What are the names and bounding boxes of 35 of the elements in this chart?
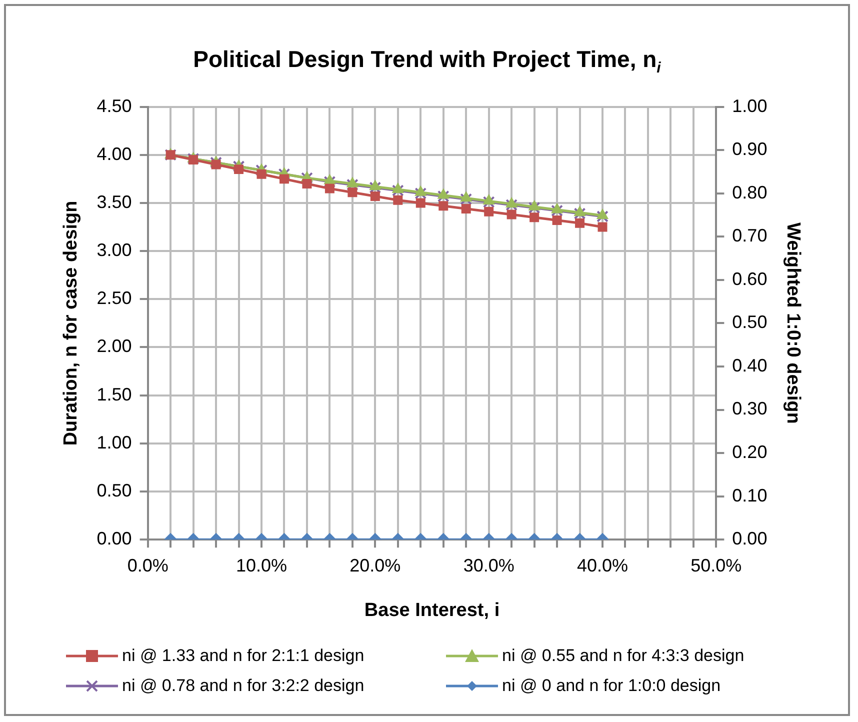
x-tick-label: 0.0% bbox=[127, 555, 168, 576]
y2-axis-title: Weighted 1:0:0 design bbox=[782, 222, 804, 424]
y-tick-label: 1.00 bbox=[96, 432, 132, 452]
y-tick-label: 2.50 bbox=[96, 288, 132, 308]
x-tick-label: 30.0% bbox=[463, 555, 514, 576]
y2-tick-label: 0.90 bbox=[732, 139, 768, 160]
y-tick-label: 2.00 bbox=[96, 336, 132, 356]
y2-tick-label: 0.60 bbox=[732, 268, 768, 289]
y2-tick-label: 0.10 bbox=[732, 485, 768, 506]
legend-label: ni @ 1.33 and n for 2:1:1 design bbox=[122, 646, 364, 666]
y2-tick-label: 0.30 bbox=[732, 398, 768, 419]
x-tick-label: 20.0% bbox=[350, 555, 401, 576]
legend-label: ni @ 0 and n for 1:0:0 design bbox=[502, 676, 721, 696]
y-tick-label: 3.00 bbox=[96, 240, 132, 260]
y-tick-label: 1.50 bbox=[96, 384, 132, 404]
y-tick-label: 0.50 bbox=[96, 480, 132, 500]
x-tick-label: 50.0% bbox=[690, 555, 742, 576]
y-tick-label: 0.00 bbox=[96, 528, 132, 549]
y2-tick-label: 1.00 bbox=[732, 96, 768, 116]
x-tick-label: 10.0% bbox=[236, 555, 288, 576]
y-tick-label: 4.00 bbox=[96, 144, 132, 164]
legend-label: ni @ 0.78 and n for 3:2:2 design bbox=[122, 676, 364, 696]
y-axis-title: Duration, n for case design bbox=[60, 200, 82, 446]
y-tick-label: 4.50 bbox=[96, 96, 132, 116]
chart-title: Political Design Trend with Project Time, n$_{i}$ bbox=[192, 46, 662, 77]
y2-tick-label: 0.20 bbox=[732, 442, 768, 462]
y2-tick-label: 0.80 bbox=[732, 182, 768, 202]
x-tick-label: 40.0% bbox=[576, 555, 628, 576]
y2-tick-label: 0.40 bbox=[732, 355, 768, 376]
x-axis-title: Base Interest, i bbox=[364, 600, 500, 621]
y2-tick-label: 0.70 bbox=[732, 226, 768, 246]
legend-label: ni @ 0.55 and n for 4:3:3 design bbox=[502, 646, 744, 666]
y2-tick-label: 0.00 bbox=[732, 528, 768, 549]
y2-tick-label: 0.50 bbox=[732, 312, 768, 332]
y-tick-label: 3.50 bbox=[96, 192, 132, 212]
